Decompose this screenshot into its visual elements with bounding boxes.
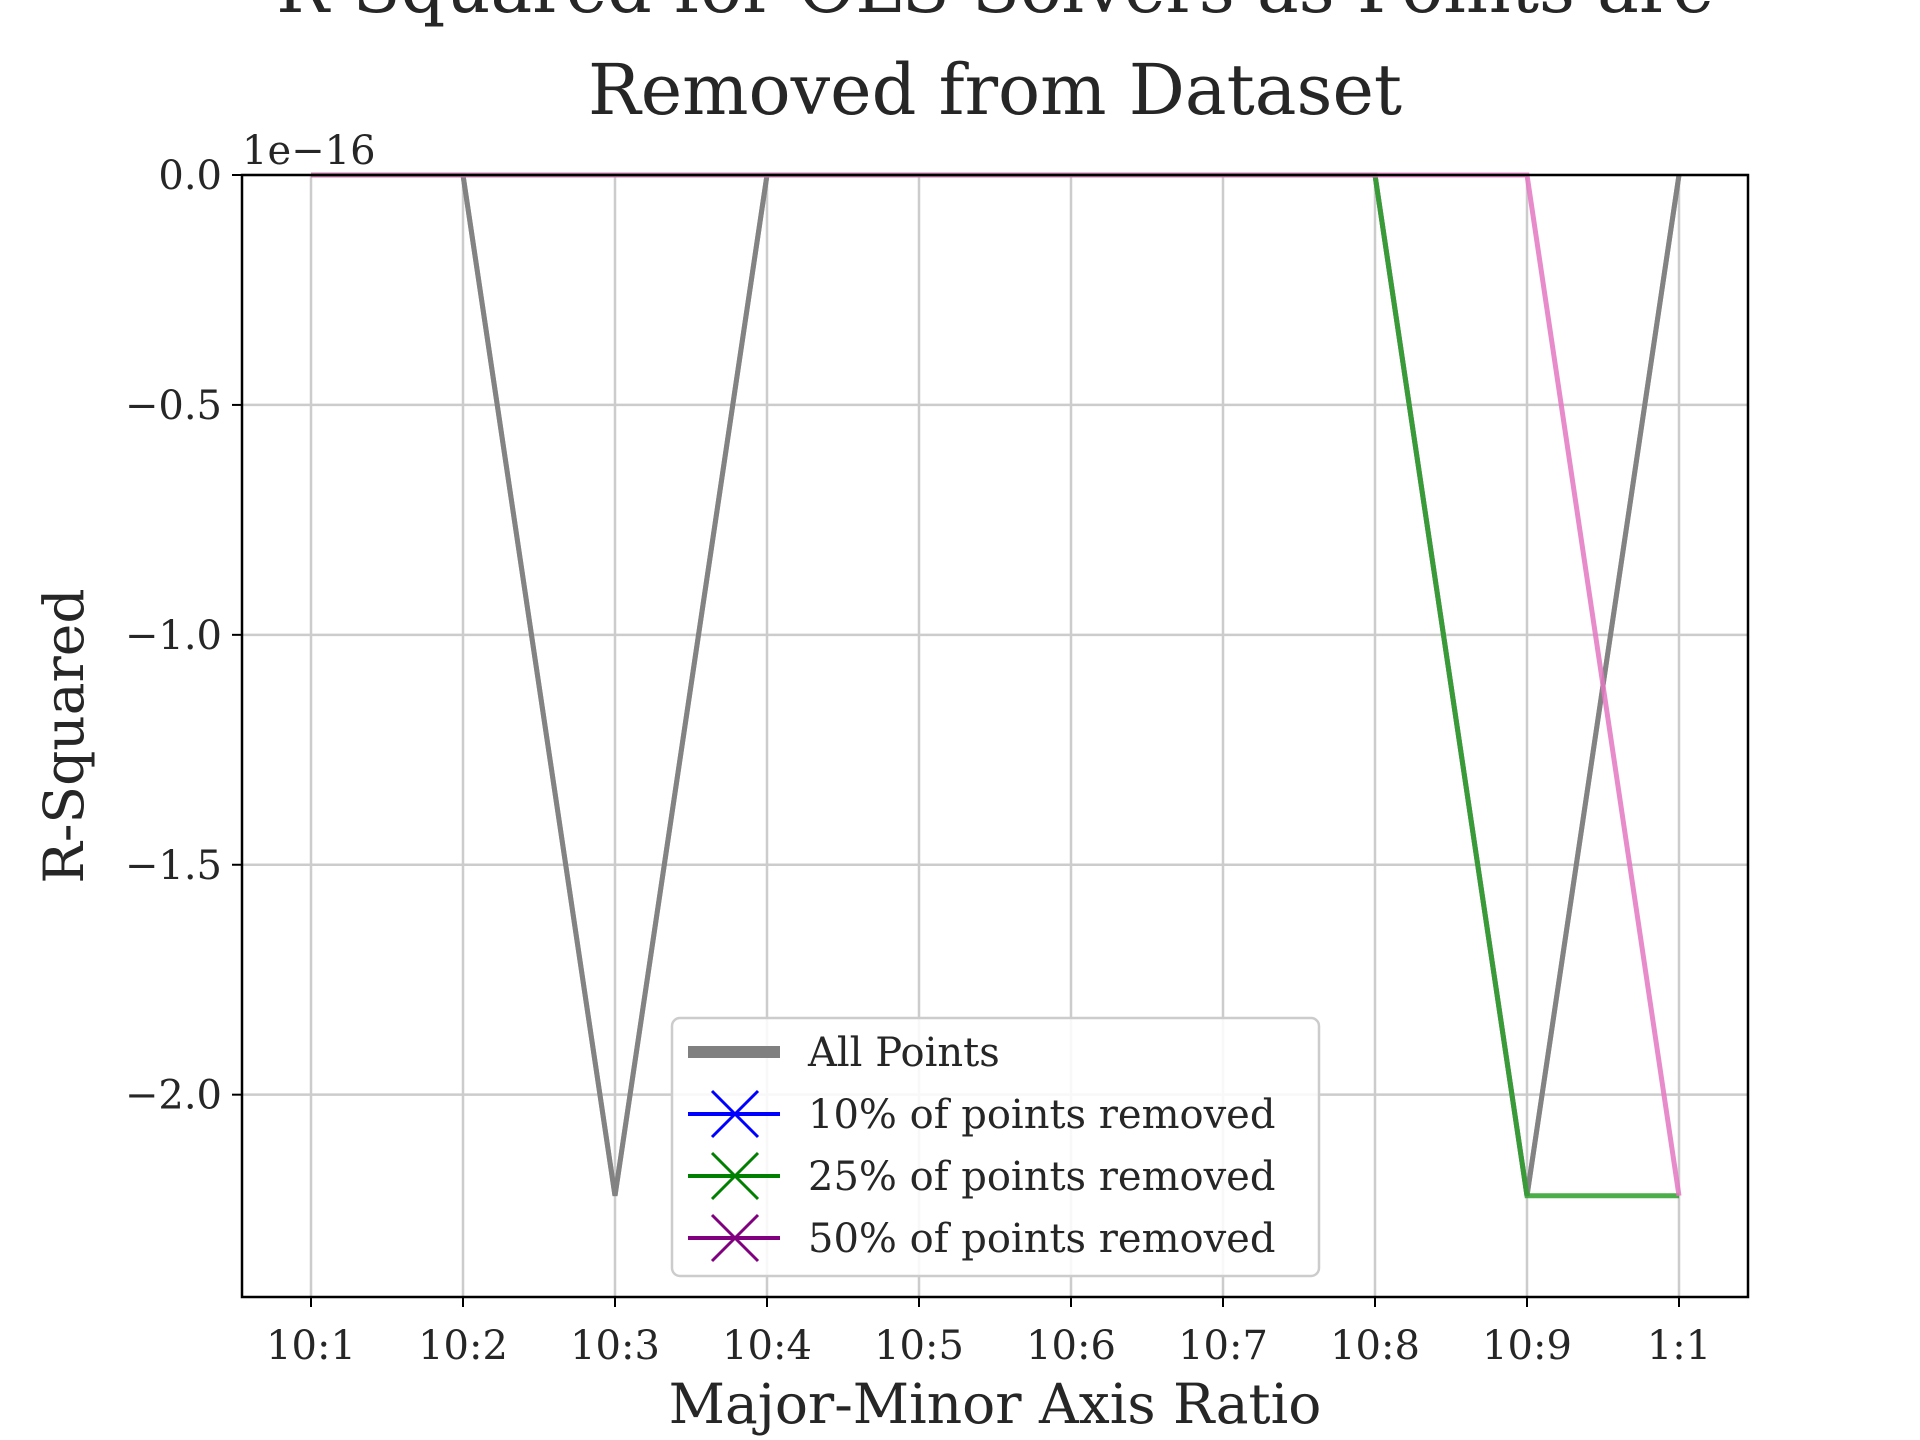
y-tick-label: −1.5 (125, 843, 222, 889)
legend-label: All Points (807, 1030, 1000, 1076)
legend-box (670, 1016, 1321, 1278)
x-tick-label: 1:1 (1647, 1323, 1711, 1369)
legend-marker-x (710, 1151, 760, 1201)
x-tick-label: 10:8 (1330, 1323, 1420, 1369)
y-tick-label: −2.0 (125, 1073, 222, 1119)
legend-label: 50% of points removed (808, 1216, 1275, 1262)
chart-title-line-2: Removed from Dataset (588, 49, 1402, 131)
x-tick-label: 10:9 (1482, 1323, 1572, 1369)
x-tick-label: 10:6 (1026, 1323, 1116, 1369)
x-tick-label: 10:5 (874, 1323, 964, 1369)
legend-label: 25% of points removed (808, 1154, 1275, 1200)
y-axis-ticks: 0.0 −0.5 −1.0 −1.5 −2.0 (125, 153, 242, 1119)
x-tick-label: 10:2 (418, 1323, 508, 1369)
legend-marker-x (710, 1213, 760, 1263)
legend-label: 10% of points removed (808, 1092, 1275, 1138)
y-tick-label: −1.0 (125, 613, 222, 659)
x-axis-label: Major-Minor Axis Ratio (669, 1372, 1322, 1436)
chart-title-line-1: R-Squared for OLS Solvers as Points are (276, 0, 1714, 29)
y-tick-label: 0.0 (158, 153, 222, 199)
legend: All Points 10% of points removed 25% of po… (670, 1016, 1321, 1278)
x-tick-label: 10:1 (266, 1323, 356, 1369)
x-axis-ticks: 10:1 10:2 10:3 10:4 10:5 10:6 10:7 10:8 10:9 1:1 (266, 1297, 1711, 1369)
x-tick-label: 10:4 (722, 1323, 812, 1369)
y-offset-text: 1e−16 (242, 128, 376, 174)
legend-marker-x (710, 1089, 760, 1139)
x-tick-label: 10:3 (570, 1323, 660, 1369)
y-tick-label: −0.5 (125, 383, 222, 429)
plot-frame (240, 173, 1750, 1299)
y-axis-label: R-Squared (32, 588, 96, 883)
x-tick-label: 10:7 (1178, 1323, 1268, 1369)
